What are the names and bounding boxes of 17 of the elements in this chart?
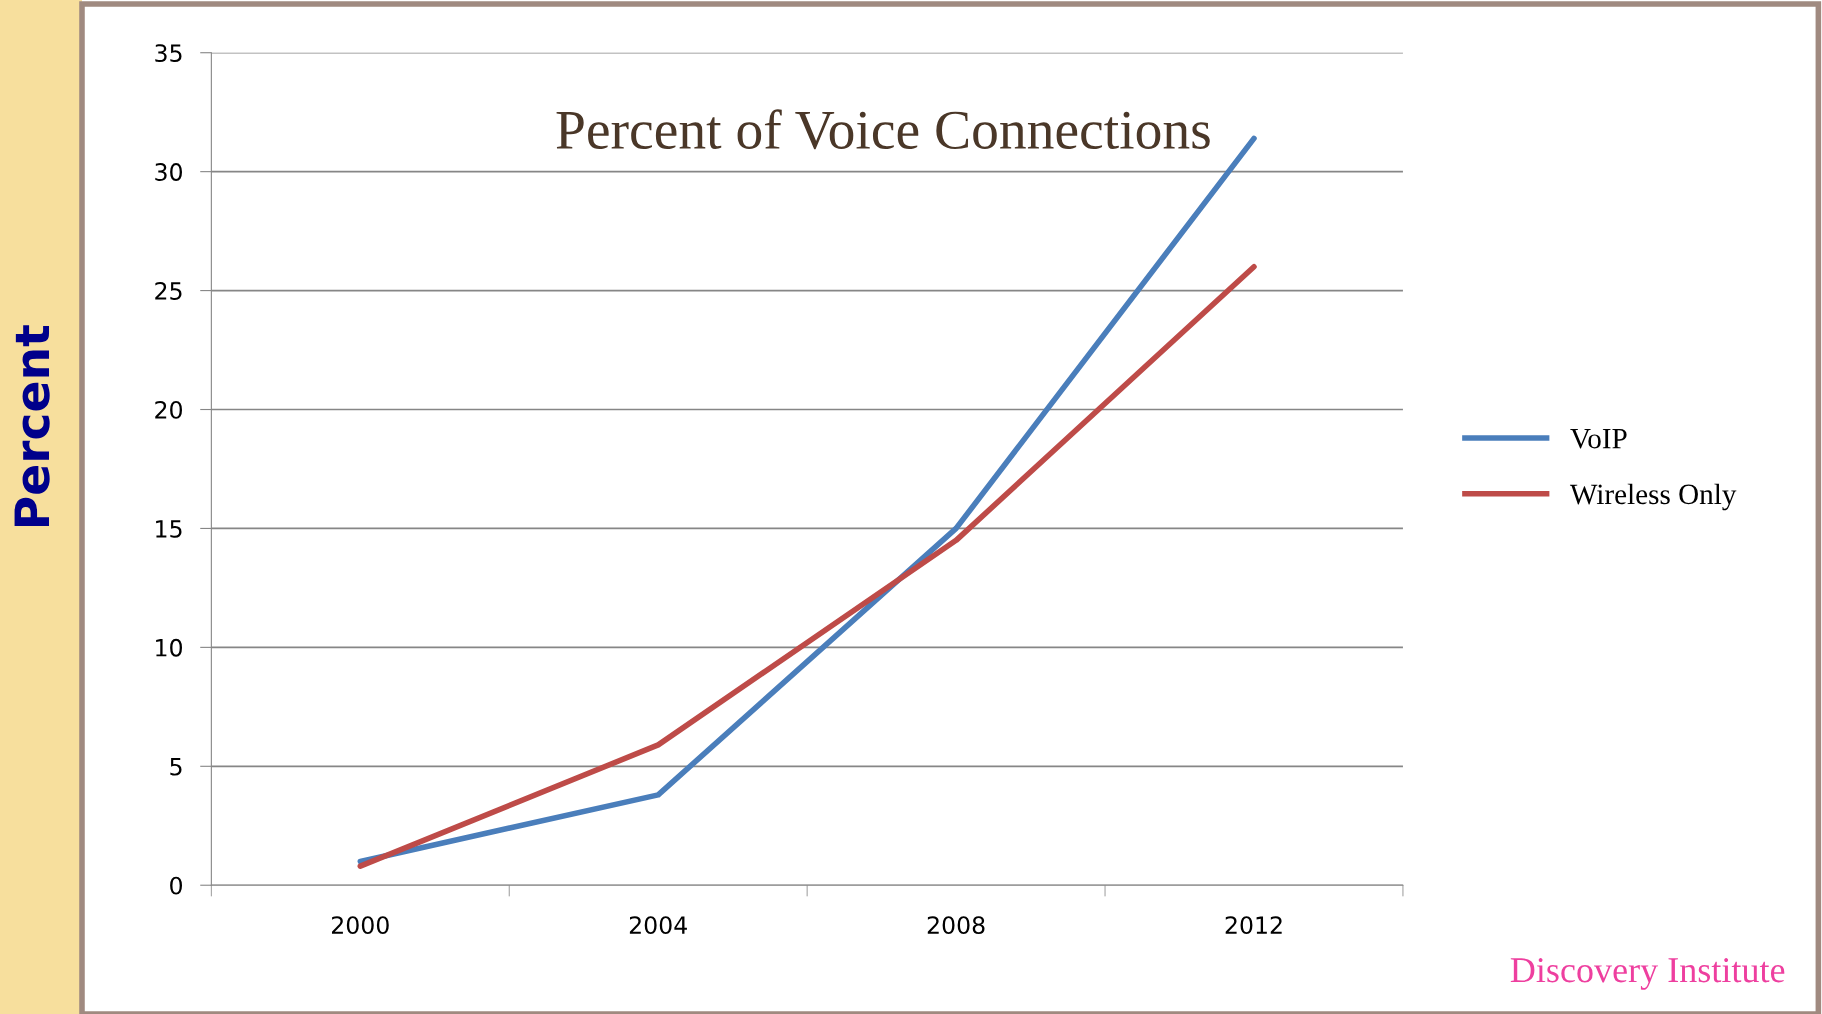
legend-label: Wireless Only [1569, 483, 1737, 511]
legend-label: VoIP [1570, 429, 1627, 449]
x-tick-label: 2012 [1225, 916, 1282, 935]
y-tick-label: 30 [155, 163, 183, 181]
y-tick-label: 10 [156, 638, 183, 657]
y-axis-title: Percent [14, 325, 50, 527]
y-tick-label: 20 [155, 400, 183, 419]
x-tick-label: 2008 [927, 916, 985, 935]
x-tick-label: 2000 [331, 916, 389, 935]
y-tick-label: 35 [155, 44, 182, 63]
y-tick-label: 0 [170, 876, 183, 895]
y-tick-label: 25 [155, 282, 182, 300]
text: Percent of Voice Connections [556, 109, 1210, 150]
y-tick-label: 15 [156, 520, 182, 538]
text: Discovery Institute [1510, 958, 1785, 990]
x-tick-label: 2004 [629, 916, 687, 935]
y-tick-label: 5 [170, 758, 182, 776]
